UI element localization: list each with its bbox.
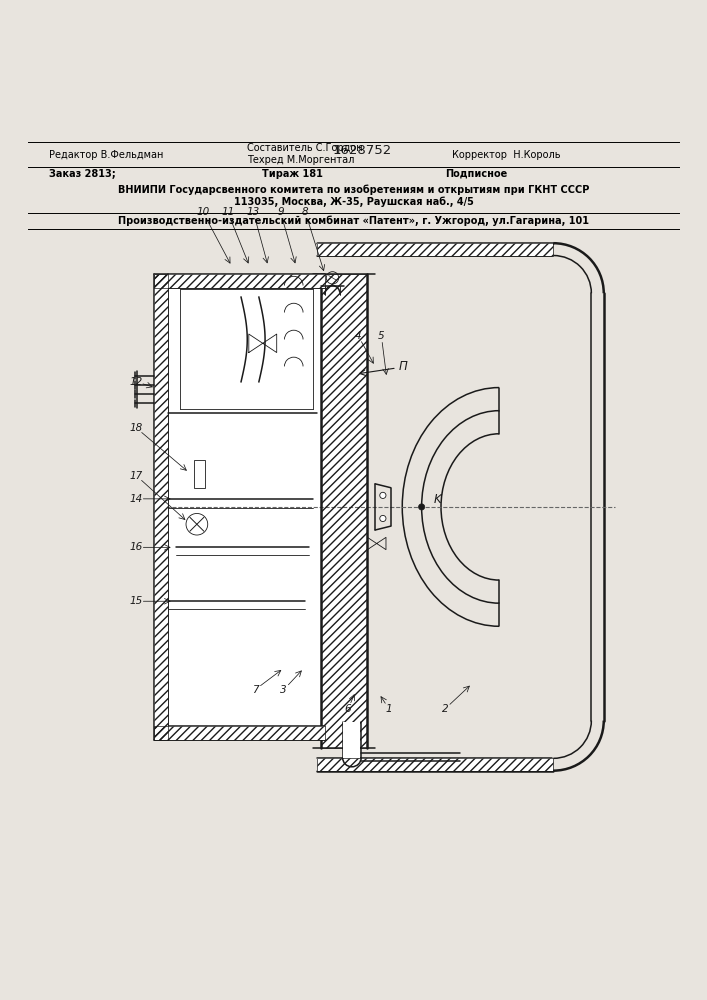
Bar: [317, 243, 554, 256]
Circle shape: [380, 492, 386, 498]
Bar: [194, 460, 204, 488]
Text: 13: 13: [247, 207, 260, 217]
Text: 6: 6: [345, 704, 351, 714]
Bar: [317, 758, 554, 771]
Text: 8: 8: [302, 207, 309, 217]
Bar: [154, 274, 168, 740]
Text: 14: 14: [130, 494, 143, 504]
Text: Заказ 2813;: Заказ 2813;: [49, 169, 116, 179]
Text: Корректор  Н.Король: Корректор Н.Король: [452, 150, 561, 160]
Bar: [154, 274, 168, 740]
Text: 17: 17: [130, 471, 143, 481]
Bar: [317, 243, 554, 256]
Text: 15: 15: [130, 596, 143, 606]
Text: 7: 7: [252, 685, 258, 695]
Text: 10: 10: [197, 207, 210, 217]
Text: K: K: [433, 493, 441, 506]
Bar: [168, 288, 325, 726]
Circle shape: [419, 504, 425, 510]
Text: 4: 4: [355, 331, 361, 341]
Bar: [154, 726, 325, 740]
Text: ВНИИПИ Государсвенного комитета по изобретениям и открытиям при ГКНТ СССР: ВНИИПИ Государсвенного комитета по изобр…: [118, 185, 589, 195]
Text: 16: 16: [130, 542, 143, 552]
Bar: [154, 274, 325, 288]
Circle shape: [380, 515, 386, 522]
Bar: [154, 726, 325, 740]
Text: 9: 9: [277, 207, 284, 217]
Text: 18: 18: [130, 423, 143, 433]
Text: 11: 11: [221, 207, 235, 217]
Text: Подписное: Подписное: [445, 169, 508, 179]
Text: Тираж 181: Тираж 181: [262, 169, 322, 179]
Text: 1: 1: [386, 704, 392, 714]
Text: 1628752: 1628752: [332, 144, 392, 157]
Text: П: П: [398, 360, 407, 373]
Text: 113035, Москва, Ж-35, Раушская наб., 4/5: 113035, Москва, Ж-35, Раушская наб., 4/5: [233, 197, 474, 207]
Bar: [317, 758, 554, 771]
Text: 3: 3: [281, 685, 287, 695]
Text: 2: 2: [442, 704, 448, 714]
Bar: [321, 274, 368, 748]
Text: 5: 5: [378, 331, 385, 341]
Text: 12: 12: [130, 377, 143, 387]
Bar: [321, 274, 368, 748]
Bar: [344, 722, 361, 758]
Bar: [154, 274, 325, 288]
Text: Производственно-издательский комбинат «Патент», г. Ужгород, ул.Гагарина, 101: Производственно-издательский комбинат «П…: [118, 216, 589, 226]
Text: Составитель С.Гордон: Составитель С.Гордон: [247, 143, 363, 153]
Text: Техред М.Моргентал: Техред М.Моргентал: [247, 155, 355, 165]
Text: Редактор В.Фельдман: Редактор В.Фельдман: [49, 150, 164, 160]
